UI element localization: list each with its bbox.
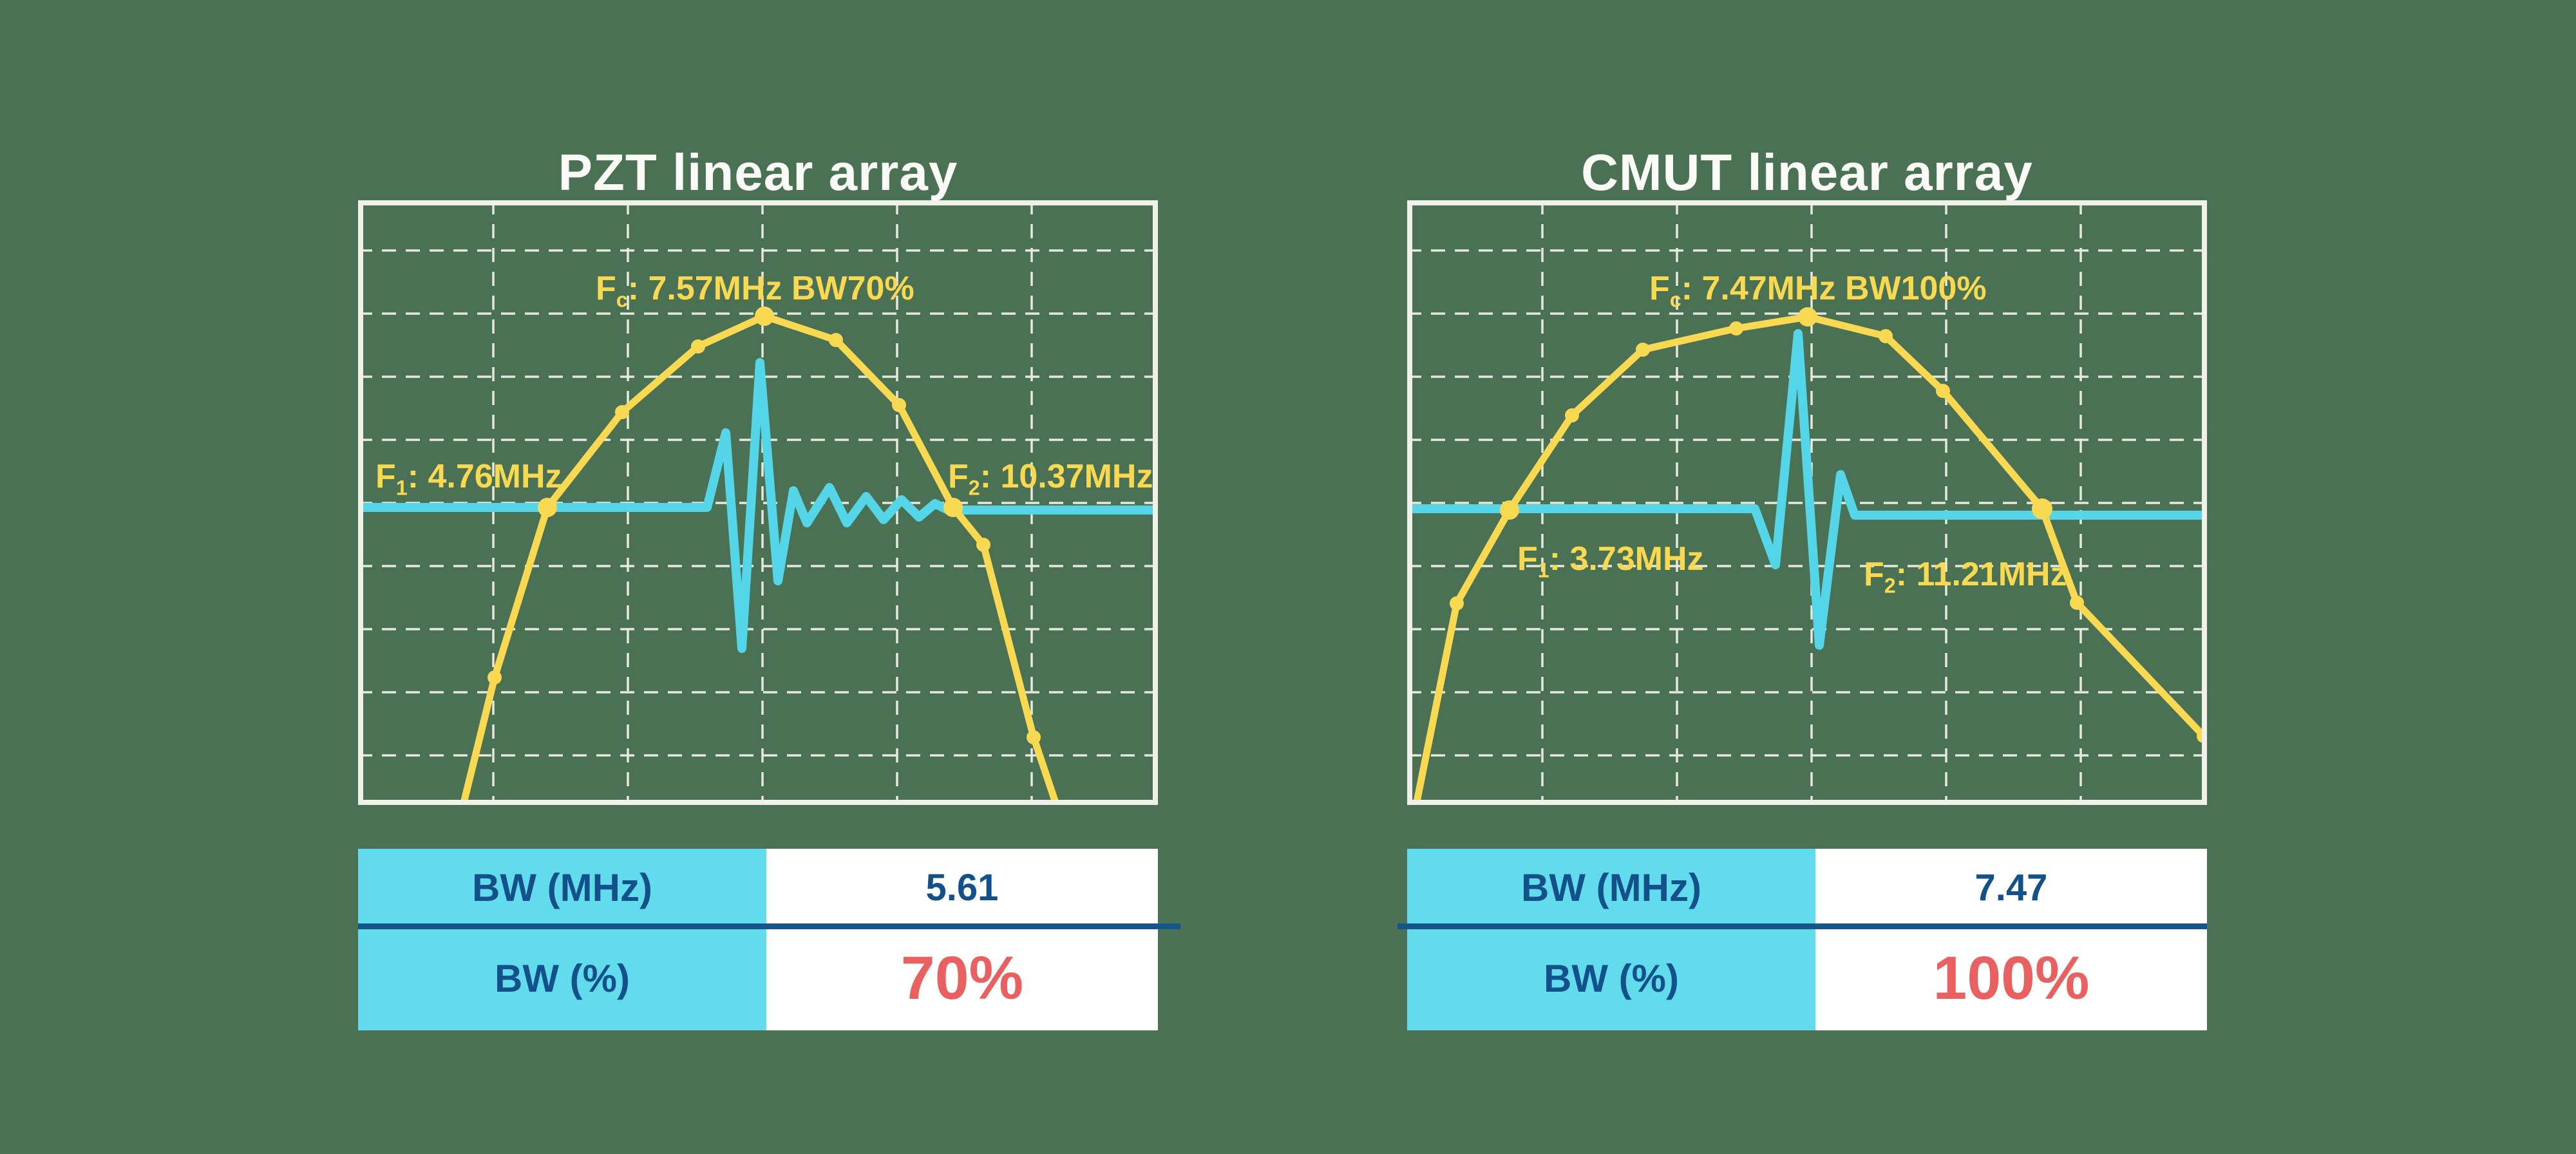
cmut-f1-rest: : 3.73MHz [1549,540,1704,578]
cmut-f1-sub: 1 [1537,558,1549,582]
pzt-f2-sub: 2 [968,476,980,500]
cmut-frequency-spectrum-marker [1729,321,1743,336]
pzt-fc-sub: c [616,288,628,312]
cmut-frequency-spectrum-marker [1798,307,1817,326]
pzt-bw-mhz-label: BW (MHz) [358,849,766,926]
cmut-frequency-spectrum-marker [2032,498,2052,519]
cmut-bw-mhz-value: 7.47 [1815,849,2207,926]
pzt-plot-area [361,203,1155,802]
pzt-f2-label: F2: 10.37MHz [948,457,1153,500]
cmut-plot-frame [1407,200,2207,805]
pzt-plot-frame [358,200,1158,805]
cmut-bw-pct-label: BW (%) [1407,926,1815,1030]
pzt-bw-mhz-value: 5.61 [766,849,1158,926]
pzt-frequency-spectrum-marker [1027,730,1041,744]
pzt-frequency-spectrum-marker [976,538,990,552]
cmut-frequency-spectrum-marker [2070,596,2084,610]
cmut-f1-base: F [1517,540,1538,578]
pzt-f1-rest: : 4.76MHz [407,458,562,495]
table-row: BW (MHz) 7.47 [1407,849,2207,926]
pzt-fc-base: F [596,270,616,307]
cmut-fc-sub: c [1669,288,1681,312]
cmut-fc-base: F [1649,270,1670,307]
pzt-title: PZT linear array [558,143,958,201]
pzt-frequency-spectrum-marker [615,405,629,419]
pzt-f2-rest: : 10.37MHz [980,458,1153,495]
pzt-fc-rest: : 7.57MHz BW70% [627,270,914,307]
pzt-f1-sub: 1 [395,476,408,500]
cmut-fc-rest: : 7.47MHz BW100% [1681,270,1987,307]
pzt-frequency-spectrum-marker [943,498,963,517]
cmut-table-divider [1397,923,2207,929]
table-row: BW (%) 70% [358,926,1158,1030]
pzt-frequency-spectrum-marker [892,398,906,412]
table-row: BW (%) 100% [1407,926,2207,1030]
cmut-f2-rest: : 11.21MHz [1895,556,2067,593]
cmut-f2-sub: 2 [1884,574,1896,598]
cmut-frequency-spectrum-marker [1879,329,1893,343]
pzt-table-divider [358,923,1180,929]
cmut-frequency-spectrum-marker [1450,596,1464,610]
pzt-frequency-spectrum-marker [691,339,705,354]
cmut-frequency-spectrum-marker [1565,408,1579,422]
cmut-bw-pct-value: 100% [1815,926,2207,1030]
cmut-frequency-spectrum [1413,313,2204,802]
pzt-bandwidth-table: BW (MHz) 5.61 BW (%) 70% [358,849,1158,1030]
cmut-bw-mhz-label: BW (MHz) [1407,849,1815,926]
pzt-frequency-spectrum-marker [829,333,843,347]
pzt-f1-label: F1: 4.76MHz [375,457,562,500]
pzt-frequency-spectrum-marker [488,670,502,685]
pzt-bw-pct-value: 70% [766,926,1158,1030]
cmut-f1-label: F1: 3.73MHz [1517,540,1704,582]
cmut-bandwidth-table: BW (MHz) 7.47 BW (%) 100% [1407,849,2207,1030]
pzt-fc-label: Fc: 7.57MHz BW70% [596,269,914,312]
cmut-f2-base: F [1864,556,1884,593]
pzt-frequency-spectrum-marker [538,498,557,517]
table-row: BW (MHz) 5.61 [358,849,1158,926]
pzt-frequency-spectrum-marker [755,307,774,326]
pzt-bw-pct-label: BW (%) [358,926,766,1030]
pzt-frequency-spectrum [460,312,1059,802]
cmut-gridlines [1410,203,2204,802]
cmut-title: CMUT linear array [1581,143,2033,201]
pzt-f1-base: F [375,458,396,495]
cmut-plot-area [1410,203,2204,802]
pzt-pulse-echo-waveform [361,358,1155,653]
cmut-fc-label: Fc: 7.47MHz BW100% [1649,269,1987,312]
cmut-frequency-spectrum-marker [1500,500,1519,520]
cmut-pulse-echo-waveform [1410,329,2204,650]
pzt-f2-base: F [948,458,969,495]
cmut-frequency-spectrum-marker [1936,384,1950,398]
cmut-f2-label: F2: 11.21MHz [1864,555,2067,598]
cmut-frequency-spectrum-marker [1636,343,1650,357]
